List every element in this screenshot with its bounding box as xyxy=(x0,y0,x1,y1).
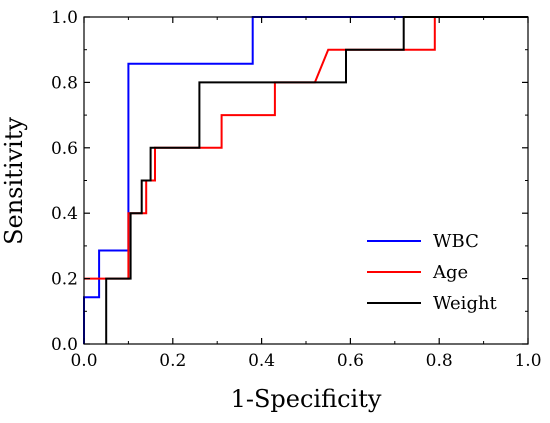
y-axis-title: Sensitivity xyxy=(0,117,28,245)
legend-label-wbc: WBC xyxy=(433,231,479,252)
x-tick-label: 0.2 xyxy=(159,351,186,371)
x-tick-label: 0.8 xyxy=(426,351,453,371)
y-tick-label: 0.4 xyxy=(51,204,78,224)
axes: 0.0 0.2 0.4 0.6 0.8 1.0 0.0 0.2 0.4 0.6 0.8 1.0 xyxy=(51,8,542,371)
series-line-weight xyxy=(105,16,528,344)
plot-area xyxy=(83,16,528,344)
y-tick-label: 1.0 xyxy=(51,8,78,28)
legend-label-age: Age xyxy=(432,262,468,283)
x-tick-label: 0.4 xyxy=(248,351,275,371)
y-tick-label: 0.0 xyxy=(51,335,78,355)
legend: WBC Age Weight xyxy=(367,231,498,314)
y-tick-label: 0.6 xyxy=(51,139,78,159)
x-axis-title: 1-Specificity xyxy=(231,385,382,413)
legend-label-weight: Weight xyxy=(433,293,498,314)
y-tick-label: 0.2 xyxy=(51,270,78,290)
x-tick-label: 0.0 xyxy=(70,351,97,371)
x-tick-label: 1.0 xyxy=(514,351,541,371)
x-tick-label: 0.6 xyxy=(337,351,364,371)
y-tick-label: 0.8 xyxy=(51,73,78,93)
